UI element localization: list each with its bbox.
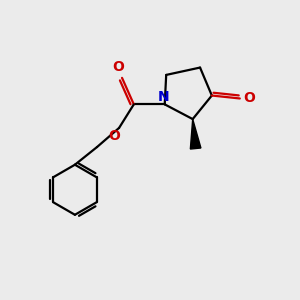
- Text: N: N: [158, 90, 169, 104]
- Text: O: O: [112, 60, 124, 74]
- Text: O: O: [108, 129, 120, 143]
- Text: O: O: [243, 92, 255, 106]
- Polygon shape: [190, 119, 201, 149]
